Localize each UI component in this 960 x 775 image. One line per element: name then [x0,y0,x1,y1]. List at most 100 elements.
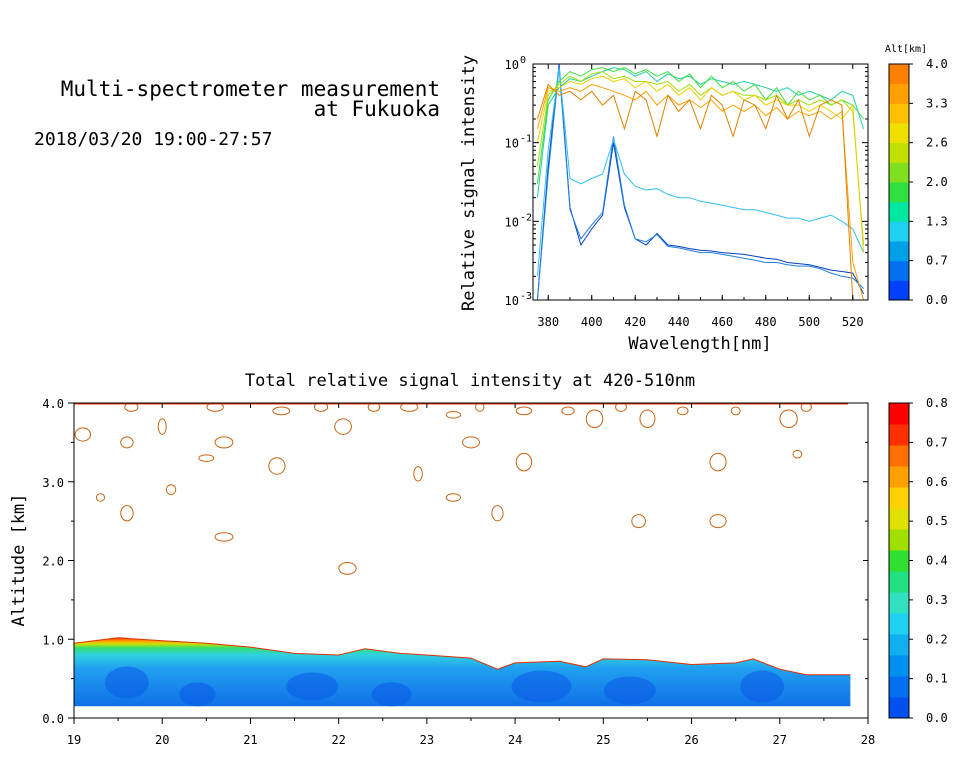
spectrum-y-tick-exponent: -3 [520,291,532,302]
altitude-colorbar-cells [888,63,910,301]
spectrum-y-axis-title: Relative signal intensity [459,55,479,311]
spectrum-series-line [536,67,865,277]
cloud-contour [165,484,177,496]
spectrum-x-tick-label: 520 [842,315,864,329]
heatmap-title: Total relative signal intensity at 420-5… [245,371,695,391]
cloud-contour [334,418,352,435]
heatmap-x-tick-label: 20 [155,733,169,747]
cloud-contour [515,406,533,416]
cloud-contour [95,493,106,502]
altitude-colorbar-cell [889,83,909,104]
heatmap-x-tick-label: 23 [420,733,434,747]
cloud-contour [639,409,656,429]
cloud-contour [730,406,741,416]
spectrum-x-tick-label: 440 [668,315,690,329]
cloud-contour [491,505,504,522]
cloud-contour [74,427,92,442]
heatmap-y-tick-label: 3.0 [42,476,64,490]
altitude-colorbar-label: 0.0 [926,293,948,307]
intensity-colorbar-cell [889,466,909,488]
altitude-colorbar-cell [889,280,909,301]
cloud-contour [585,409,604,429]
spectrum-series-line [536,67,865,198]
altitude-colorbar-cell [889,201,909,222]
altitude-colorbar: Alt[km] 4.0 3.3 2.6 2.0 1.3 0.7 0.0 [885,44,948,307]
spectrum-x-tick-label: 380 [537,315,559,329]
heatmap-x-tick-label: 28 [861,733,875,747]
intensity-colorbar-label: 0.4 [926,554,948,568]
heatmap-x-tick-label: 26 [684,733,698,747]
cloud-contour [214,532,234,542]
spectrum-series-line [536,67,864,301]
spectrum-series-line [536,63,865,301]
intensity-colorbar-cells [888,402,910,719]
intensity-colorbar: 0.8 0.7 0.6 0.5 0.4 0.3 0.2 0.1 0.0 [888,396,948,725]
spectrum-y-tick-exponent: -1 [520,134,532,145]
intensity-colorbar-label: 0.7 [926,435,948,449]
heatmap-x-tick-label: 24 [508,733,522,747]
spectrum-lines [536,63,865,301]
datetime-label: 2018/03/20 19:00-27:57 [34,129,272,150]
spectrum-y-tick-label: 10 [505,58,519,72]
boundary-layer-dense-region [511,670,572,703]
heatmap-x-tick-label: 25 [596,733,610,747]
heatmap-x-tick-label: 22 [331,733,345,747]
spectrum-series-line [536,75,865,253]
boundary-layer-top-contour [74,637,851,676]
intensity-colorbar-label: 0.8 [926,396,948,410]
cloud-contour [445,493,461,502]
cloud-contour [367,403,381,412]
intensity-colorbar-cell [889,571,909,593]
boundary-layer-dense-region [286,672,339,701]
intensity-colorbar-cell [889,676,909,698]
intensity-colorbar-cell [889,697,909,719]
intensity-colorbar-cell [889,487,909,509]
cloud-contour [709,452,727,472]
spectrum-x-tick-label: 400 [581,315,603,329]
spectrum-series-line [536,71,865,246]
cloud-contour [709,514,727,529]
intensity-colorbar-cell [889,403,909,425]
altitude-colorbar-cell [889,64,909,85]
title-line-1: Multi-spectrometer measurement [61,77,440,101]
cloud-contour [615,403,627,412]
altitude-colorbar-cell [889,103,909,124]
cloud-contour [445,410,461,419]
cloud-contour [268,457,286,475]
intensity-colorbar-label: 0.0 [926,711,948,725]
spectrum-y-tick-label: 10 [505,137,519,151]
spectrum-y-tick-label: 10 [505,215,519,229]
heatmap-x-tick-label: 27 [773,733,787,747]
spectrum-series-line [536,83,864,301]
intensity-colorbar-cell [889,550,909,572]
boundary-layer-dense-region [603,676,656,705]
altitude-colorbar-label: 0.7 [926,254,948,268]
intensity-colorbar-label: 0.1 [926,672,948,686]
heatmap-y-tick-label: 1.0 [42,633,64,647]
altitude-colorbar-label: 2.0 [926,175,948,189]
cloud-contour [120,436,134,449]
cloud-contour [206,403,224,412]
spectrum-y-tick-exponent: -2 [520,212,532,223]
cloud-contour [120,505,134,522]
altitude-colorbar-title: Alt[km] [885,44,927,55]
altitude-colorbar-cell [889,162,909,183]
altitude-colorbar-cell [889,142,909,163]
cloud-contour [676,406,689,416]
intensity-colorbar-labels: 0.8 0.7 0.6 0.5 0.4 0.3 0.2 0.1 0.0 [909,396,948,725]
spectrum-x-tick-label: 500 [798,315,820,329]
cloud-contour [792,449,803,459]
cloud-contour [561,406,575,416]
intensity-colorbar-cell [889,655,909,677]
boundary-layer-dense-region [104,666,149,699]
heatmap-x-tick-label: 19 [67,733,81,747]
cloud-contour [214,436,234,449]
cloud-contour [124,403,139,412]
spectrum-x-tick-label: 480 [755,315,777,329]
heatmap-y-tick-label: 2.0 [42,555,64,569]
heatmap-x-tick-label: 21 [243,733,257,747]
spectrum-series-line [536,67,864,184]
cloud-contour [338,561,357,575]
